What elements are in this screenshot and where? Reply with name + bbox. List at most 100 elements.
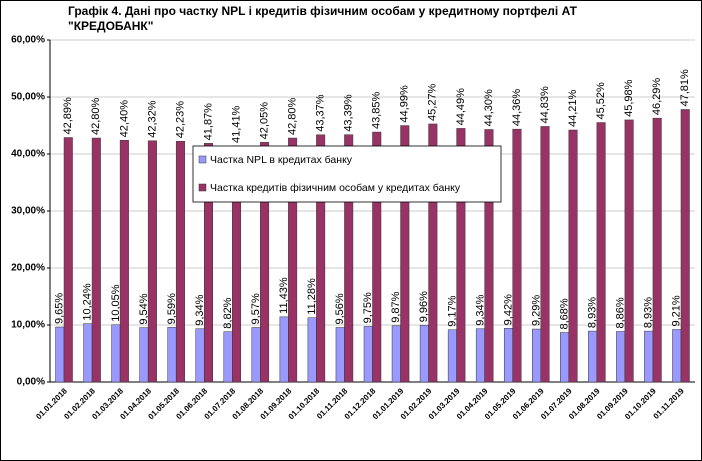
bar	[316, 134, 326, 383]
value-label: 46,29%	[651, 78, 663, 116]
bar	[279, 316, 289, 383]
value-label: 9,75%	[362, 292, 374, 323]
value-label: 42,32%	[146, 100, 158, 138]
bar	[652, 117, 662, 383]
value-label: 8,82%	[222, 297, 234, 328]
value-label: 42,80%	[287, 98, 299, 136]
value-label: 41,87%	[202, 103, 214, 141]
value-label: 9,34%	[474, 294, 486, 325]
value-label: 43,85%	[371, 92, 383, 130]
y-tick-label: 20,00%	[11, 263, 45, 274]
bar	[624, 119, 634, 383]
bar	[672, 329, 682, 383]
value-label: 8,68%	[558, 298, 570, 329]
bar	[596, 122, 606, 383]
value-label: 41,41%	[230, 105, 242, 143]
bar	[251, 327, 261, 383]
bar	[344, 134, 354, 383]
bar	[428, 123, 438, 383]
value-label: 8,93%	[587, 297, 599, 328]
value-label: 45,98%	[623, 79, 635, 117]
value-label: 9,34%	[194, 294, 206, 325]
value-label: 42,89%	[62, 97, 74, 135]
y-tick-label: 0,00%	[17, 377, 45, 388]
bar	[167, 327, 177, 383]
bar	[456, 128, 466, 383]
bar	[560, 332, 570, 383]
bar	[588, 330, 598, 383]
value-label: 9,87%	[390, 291, 402, 322]
bar	[540, 126, 550, 383]
bar	[680, 109, 690, 383]
legend-box	[192, 145, 502, 203]
bar	[260, 142, 270, 383]
value-label: 43,37%	[315, 94, 327, 132]
value-label: 42,05%	[258, 102, 270, 140]
x-tick-label: 01.11.2019	[652, 386, 687, 421]
value-label: 11,28%	[306, 278, 318, 315]
bar	[63, 137, 73, 383]
value-label: 9,54%	[138, 293, 150, 324]
legend-label: Частка кредитів фізичним особам у кредит…	[210, 182, 461, 194]
y-tick-label: 50,00%	[11, 92, 45, 103]
value-label: 9,29%	[530, 295, 542, 326]
bar	[288, 137, 298, 383]
value-label: 9,96%	[418, 291, 430, 322]
value-label: 44,36%	[511, 89, 523, 127]
value-label: 11,43%	[278, 277, 290, 314]
value-label: 42,40%	[118, 100, 130, 138]
bar	[91, 137, 101, 383]
legend-swatch	[198, 183, 207, 192]
value-label: 9,17%	[446, 295, 458, 326]
bar	[644, 330, 654, 383]
value-label: 44,99%	[399, 85, 411, 123]
y-tick-label: 40,00%	[11, 149, 45, 160]
value-label: 8,93%	[643, 297, 655, 328]
value-label: 45,27%	[427, 83, 439, 121]
bar	[335, 327, 345, 383]
y-tick-label: 30,00%	[11, 206, 45, 217]
bar	[223, 331, 233, 383]
value-label: 8,86%	[615, 297, 627, 328]
value-label: 9,59%	[166, 293, 178, 324]
legend-swatch	[198, 155, 207, 164]
value-label: 44,49%	[455, 88, 467, 126]
value-label: 9,42%	[502, 294, 514, 325]
value-label: 9,21%	[671, 295, 683, 326]
bar	[616, 331, 626, 383]
bar	[391, 325, 401, 383]
bar	[568, 129, 578, 383]
value-label: 47,81%	[679, 69, 691, 107]
value-label: 10,05%	[110, 284, 122, 322]
bar	[372, 131, 382, 383]
bar	[419, 324, 429, 383]
bar	[147, 140, 157, 383]
value-label: 44,30%	[483, 89, 495, 127]
bar	[503, 328, 513, 383]
chart-title: Графік 4. Дані про частку NPL і кредитів…	[68, 4, 577, 33]
value-label: 9,65%	[54, 293, 66, 324]
bar	[119, 140, 129, 383]
bar	[175, 141, 185, 383]
value-label: 42,80%	[90, 98, 102, 136]
value-label: 9,57%	[250, 293, 262, 324]
bar	[111, 324, 121, 383]
bar	[363, 326, 373, 383]
bar	[475, 328, 485, 383]
bar	[83, 323, 93, 383]
bar	[512, 128, 522, 383]
bar	[400, 125, 410, 383]
value-label: 10,24%	[82, 283, 94, 321]
bar	[532, 328, 542, 383]
y-tick-label: 60,00%	[11, 35, 45, 46]
legend-label: Частка NPL в кредитах банку	[210, 154, 353, 166]
y-tick-label: 10,00%	[11, 320, 45, 331]
bar	[484, 129, 494, 383]
legend: Частка NPL в кредитах банку Частка кредит…	[192, 145, 502, 203]
bar	[139, 327, 149, 383]
value-label: 9,56%	[334, 293, 346, 324]
value-label: 42,23%	[174, 101, 186, 139]
bar	[447, 329, 457, 383]
bar	[195, 328, 205, 383]
value-label: 44,83%	[539, 86, 551, 124]
